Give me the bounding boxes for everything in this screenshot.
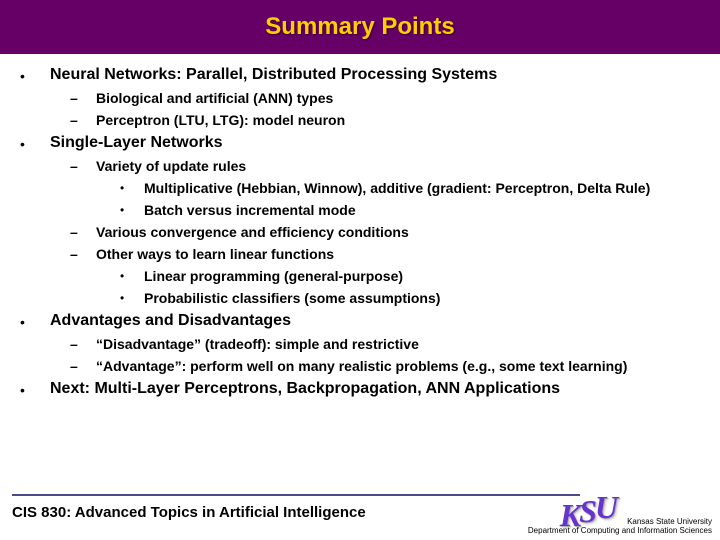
bullet-item: • Next: Multi-Layer Perceptrons, Backpro…	[20, 380, 700, 398]
bullet-item: • Single-Layer Networks	[20, 134, 700, 152]
sub-text: “Advantage”: perform well on many realis…	[96, 358, 627, 374]
dash-marker: –	[70, 246, 96, 262]
bullet-marker: •	[20, 312, 50, 330]
slide-footer: CIS 830: Advanced Topics in Artificial I…	[0, 494, 720, 540]
uni-line2: Department of Computing and Information …	[528, 526, 712, 536]
sub-text: Perceptron (LTU, LTG): model neuron	[96, 112, 345, 128]
sub-text: Other ways to learn linear functions	[96, 246, 334, 262]
dash-marker: –	[70, 112, 96, 128]
subsub-marker: •	[120, 180, 144, 196]
dash-marker: –	[70, 158, 96, 174]
sub-text: Various convergence and efficiency condi…	[96, 224, 409, 240]
subsub-text: Probabilistic classifiers (some assumpti…	[144, 290, 440, 306]
title-bar: Summary Points	[0, 0, 720, 54]
course-label: CIS 830: Advanced Topics in Artificial I…	[12, 504, 366, 521]
bullet-marker: •	[20, 66, 50, 84]
sub-item: – Various convergence and efficiency con…	[70, 224, 700, 240]
sub-item: – “Advantage”: perform well on many real…	[70, 358, 700, 374]
footer-divider	[12, 494, 580, 496]
subsub-text: Linear programming (general-purpose)	[144, 268, 403, 284]
sub-text: “Disadvantage” (tradeoff): simple and re…	[96, 336, 419, 352]
bullet-item: • Neural Networks: Parallel, Distributed…	[20, 66, 700, 84]
sub-item: – Biological and artificial (ANN) types	[70, 90, 700, 106]
bullet-text: Single-Layer Networks	[50, 134, 223, 152]
sub-item: – Other ways to learn linear functions	[70, 246, 700, 262]
bullet-marker: •	[20, 134, 50, 152]
sub-item: – Perceptron (LTU, LTG): model neuron	[70, 112, 700, 128]
dash-marker: –	[70, 358, 96, 374]
bullet-marker: •	[20, 380, 50, 398]
subsub-text: Batch versus incremental mode	[144, 202, 356, 218]
dash-marker: –	[70, 224, 96, 240]
uni-line1: Kansas State University	[528, 517, 712, 527]
subsub-item: • Probabilistic classifiers (some assump…	[120, 290, 700, 306]
sub-text: Variety of update rules	[96, 158, 246, 174]
bullet-item: • Advantages and Disadvantages	[20, 312, 700, 330]
dash-marker: –	[70, 336, 96, 352]
bullet-text: Next: Multi-Layer Perceptrons, Backpropa…	[50, 380, 560, 398]
subsub-marker: •	[120, 268, 144, 284]
subsub-text: Multiplicative (Hebbian, Winnow), additi…	[144, 180, 650, 196]
slide-content: • Neural Networks: Parallel, Distributed…	[0, 54, 720, 398]
subsub-item: • Batch versus incremental mode	[120, 202, 700, 218]
subsub-item: • Linear programming (general-purpose)	[120, 268, 700, 284]
sub-text: Biological and artificial (ANN) types	[96, 90, 333, 106]
subsub-marker: •	[120, 290, 144, 306]
slide-title: Summary Points	[265, 13, 454, 41]
university-text: Kansas State University Department of Co…	[528, 517, 712, 536]
dash-marker: –	[70, 90, 96, 106]
sub-item: – “Disadvantage” (tradeoff): simple and …	[70, 336, 700, 352]
bullet-text: Neural Networks: Parallel, Distributed P…	[50, 66, 497, 84]
sub-item: – Variety of update rules	[70, 158, 700, 174]
subsub-marker: •	[120, 202, 144, 218]
subsub-item: • Multiplicative (Hebbian, Winnow), addi…	[120, 180, 700, 196]
bullet-text: Advantages and Disadvantages	[50, 312, 291, 330]
